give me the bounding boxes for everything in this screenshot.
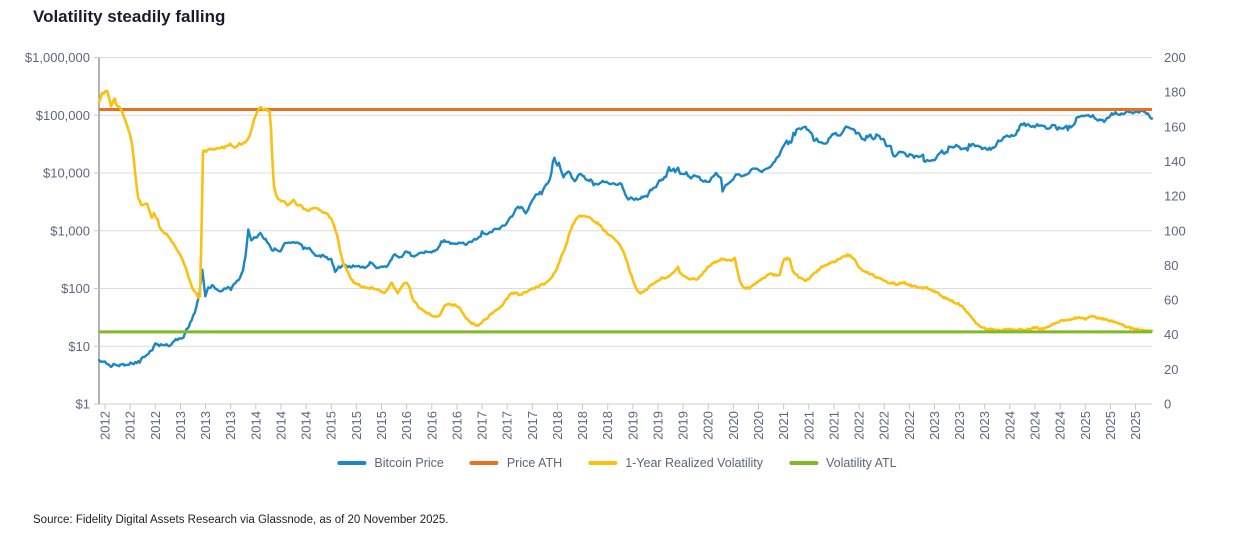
bitcoin-price-swatch (337, 461, 367, 465)
right-axis-tick-label: 80 (1164, 258, 1178, 273)
x-axis-tick-label: 2020 (701, 411, 716, 440)
x-axis-tick-label: 2024 (1002, 411, 1017, 440)
x-axis-tick-label: 2014 (299, 411, 314, 440)
left-axis-tick-label: $1,000 (50, 223, 90, 238)
x-axis-tick-label: 2021 (801, 411, 816, 440)
right-axis-tick-label: 20 (1164, 362, 1178, 377)
x-axis-labels: 2012 2012 2012 2013 2013 2013 2014 2014 2014 2015… (98, 404, 1143, 440)
x-axis-tick-label: 2013 (198, 411, 213, 440)
left-axis-tick-label: $10 (68, 339, 90, 354)
x-axis-tick-label: 2013 (223, 411, 238, 440)
right-axis-tick-label: 40 (1164, 327, 1178, 342)
x-axis-tick-label: 2012 (148, 411, 163, 440)
x-axis-tick-label: 2017 (525, 411, 540, 440)
right-axis-tick-label: 0 (1164, 397, 1171, 412)
legend-label: Bitcoin Price (374, 456, 444, 470)
right-axis-tick-label: 60 (1164, 293, 1178, 308)
x-axis-tick-label: 2025 (1103, 411, 1118, 440)
bitcoin-price-line (97, 109, 1154, 369)
gridlines (99, 57, 1152, 405)
x-axis-tick-label: 2017 (475, 411, 490, 440)
x-axis-tick-label: 2020 (751, 411, 766, 440)
x-axis-tick-label: 2016 (424, 411, 439, 440)
left-axis-tick-label: $100 (61, 281, 90, 296)
x-axis-tick-label: 2013 (173, 411, 188, 440)
x-axis-tick-label: 2020 (726, 411, 741, 440)
x-axis-tick-label: 2016 (399, 411, 414, 440)
x-axis-tick-label: 2014 (273, 411, 288, 440)
x-axis-tick-label: 2021 (826, 411, 841, 440)
x-axis-tick-label: 2019 (676, 411, 691, 440)
x-axis-tick-label: 2023 (952, 411, 967, 440)
x-axis-tick-label: 2024 (1027, 411, 1042, 440)
right-axis-tick-label: 100 (1164, 223, 1186, 238)
left-axis-tick-label: $10,000 (43, 166, 90, 181)
legend-label: 1-Year Realized Volatility (625, 456, 763, 470)
legend-item-realized-volatility: 1-Year Realized Volatility (588, 456, 763, 470)
legend-label: Price ATH (506, 456, 563, 470)
legend: Bitcoin Price Price ATH 1-Year Realized … (337, 456, 897, 470)
x-axis-tick-label: 2022 (877, 411, 892, 440)
x-axis-tick-label: 2017 (500, 411, 515, 440)
chart-plot-area: $1,000,000$100,000$10,000$1,000$100$10$1… (25, 50, 1186, 440)
left-axis-tick-label: $100,000 (36, 108, 90, 123)
right-axis-tick-label: 200 (1164, 50, 1186, 65)
price-ath-swatch (469, 461, 499, 465)
left-axis-labels: $1,000,000 $100,000 $10,000 $1,000 $100 $10 $1 (25, 50, 99, 412)
left-axis-tick-label: $1,000,000 (25, 50, 90, 65)
legend-item-price-ath: Price ATH (469, 456, 563, 470)
x-axis-tick-label: 2022 (902, 411, 917, 440)
x-axis-tick-label: 2021 (776, 411, 791, 440)
x-axis-tick-label: 2019 (650, 411, 665, 440)
right-axis-tick-label: 140 (1164, 154, 1186, 169)
x-axis-tick-label: 2024 (1053, 411, 1068, 440)
x-axis-tick-label: 2025 (1128, 411, 1143, 440)
x-axis-tick-label: 2018 (600, 411, 615, 440)
right-axis-tick-label: 160 (1164, 119, 1186, 134)
left-axis-tick-label: $1 (76, 397, 90, 412)
legend-label: Volatility ATL (826, 456, 897, 470)
volatility-atl-swatch (789, 461, 818, 465)
realized-volatility-swatch (588, 461, 618, 465)
x-axis-tick-label: 2023 (927, 411, 942, 440)
x-axis-tick-label: 2023 (977, 411, 992, 440)
right-axis-tick-label: 120 (1164, 189, 1186, 204)
x-axis-tick-label: 2025 (1078, 411, 1093, 440)
x-axis-tick-label: 2022 (852, 411, 867, 440)
x-axis-tick-label: 2018 (550, 411, 565, 440)
legend-item-bitcoin-price: Bitcoin Price (337, 456, 444, 470)
1-year-realized-volatility-line (97, 89, 1154, 333)
x-axis-tick-label: 2015 (349, 411, 364, 440)
source-attribution: Source: Fidelity Digital Assets Research… (33, 514, 449, 526)
legend-item-volatility-atl: Volatility ATL (789, 456, 897, 470)
x-axis-tick-label: 2015 (374, 411, 389, 440)
x-axis-tick-label: 2015 (324, 411, 339, 440)
chart-title: Volatility steadily falling (33, 7, 226, 26)
right-axis-tick-label: 180 (1164, 85, 1186, 100)
x-axis-tick-label: 2012 (98, 411, 113, 440)
x-axis-tick-label: 2014 (248, 411, 263, 440)
x-axis-tick-label: 2019 (625, 411, 640, 440)
x-axis-tick-label: 2016 (449, 411, 464, 440)
x-axis-tick-label: 2018 (575, 411, 590, 440)
x-axis-tick-label: 2012 (123, 411, 138, 440)
